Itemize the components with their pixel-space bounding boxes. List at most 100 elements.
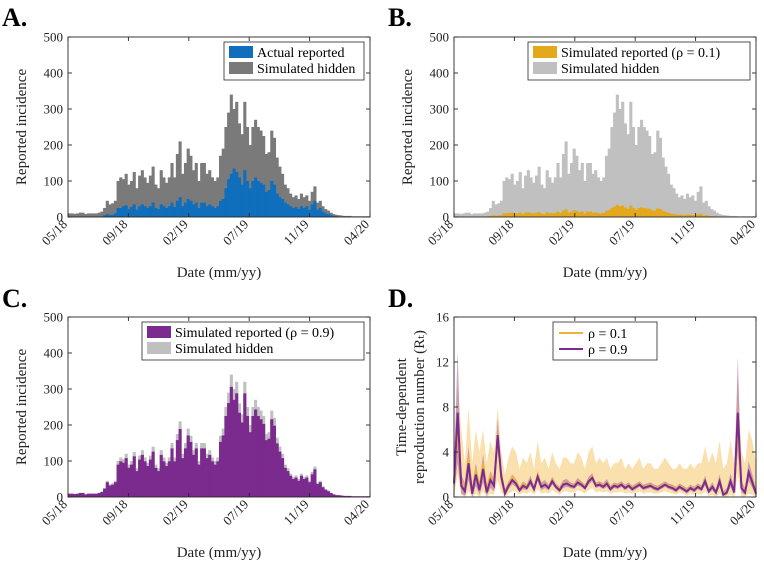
reported-bar [324,213,328,217]
reported-bar [105,482,109,497]
panel-label: B. [388,3,412,32]
reported-bar [162,461,166,497]
reported-bar [243,393,247,497]
reported-bar [135,471,139,497]
reported-bar [489,215,493,217]
reported-bar [76,493,80,497]
reported-bar [189,441,193,497]
hidden-bar [243,101,247,217]
reported-bar [291,208,295,217]
legend-box [552,321,658,361]
reported-bar [78,493,82,497]
reported-bar [113,482,117,497]
reported-bar [124,205,128,217]
hidden-bar [111,203,115,217]
reported-bar [210,461,215,497]
reported-bar [219,441,223,497]
hidden-bar [704,200,708,217]
x-tick-label: 07/19 [220,217,252,249]
plot-marks [453,350,757,497]
hidden-bar [572,148,576,217]
reported-bar [97,493,101,497]
legend: Simulated reported (ρ = 0.1)Simulated hi… [527,41,751,81]
reported-bar [518,212,522,217]
reported-bar [221,435,225,497]
y-tick-label: 500 [430,30,450,45]
reported-bar [86,493,90,497]
hidden-bar [343,215,347,217]
reported-bar [186,435,190,497]
reported-bar [232,168,236,217]
hidden-bar [553,177,557,217]
reported-bar [151,202,155,217]
legend-swatch [147,326,171,338]
reported-bar [94,493,99,497]
reported-bar [542,214,547,217]
y-axis-label: Reported incidence [14,69,30,186]
reported-bar [583,213,587,217]
hidden-bar [534,175,538,217]
reported-bar [227,179,231,217]
reported-bar [645,208,649,217]
hidden-bar [478,213,482,217]
reported-bar [667,212,671,217]
reported-bar [121,206,126,217]
reported-bar [599,213,603,217]
reported-bar [551,213,555,217]
hidden-bar [105,200,109,217]
hidden-bar [596,177,601,217]
hidden-bar [607,148,611,217]
hidden-bar [699,186,703,217]
reported-bar [197,208,201,217]
hidden-bar [248,145,252,217]
legend-entry: ρ = 0.9 [588,343,627,358]
reported-bar [672,214,676,217]
hidden-bar [648,136,652,217]
reported-bar [251,181,255,217]
reported-bar [553,213,557,217]
hidden-bar [294,195,298,217]
hidden-bar [712,210,716,217]
hidden-bar [183,163,188,217]
hidden-bar [569,163,574,217]
reported-bar [324,489,328,497]
reported-bar [267,190,271,217]
reported-bar [658,209,663,217]
reported-bar [256,181,260,217]
reported-bar [594,212,598,217]
reported-bar [235,393,239,497]
reported-bar [572,210,576,217]
reported-bar [240,184,244,217]
reported-bar [534,212,538,217]
x-axis-label: Date (mm/yy) [563,265,648,281]
x-tick-label: 02/19 [545,217,577,249]
reported-bar [516,213,520,217]
reported-bar [669,213,673,217]
x-tick-label: 04/20 [341,497,373,529]
reported-bar [111,214,115,217]
y-tick-label: 0 [57,210,64,225]
hidden-bar [194,163,198,217]
reported-bar [156,471,161,497]
reported-bar [310,204,314,217]
hidden-bar [151,166,155,217]
hidden-bar [192,170,196,217]
reported-bar [650,210,654,217]
hidden-bar [626,134,630,217]
reported-bar [507,213,512,217]
reported-bar [132,456,136,497]
hidden-bar [116,181,120,217]
reported-bar [81,493,85,497]
x-tick-label: 11/19 [281,217,312,248]
reported-bar [316,484,320,497]
x-tick-label: 05/18 [39,217,71,249]
reported-bar [262,184,266,217]
hidden-bar [173,177,177,217]
reported-bar [586,211,590,217]
reported-bar [629,205,633,217]
x-tick-label: 04/20 [727,217,759,249]
hidden-bar [259,130,263,217]
reported-bar [189,200,193,217]
legend-box [141,321,365,361]
